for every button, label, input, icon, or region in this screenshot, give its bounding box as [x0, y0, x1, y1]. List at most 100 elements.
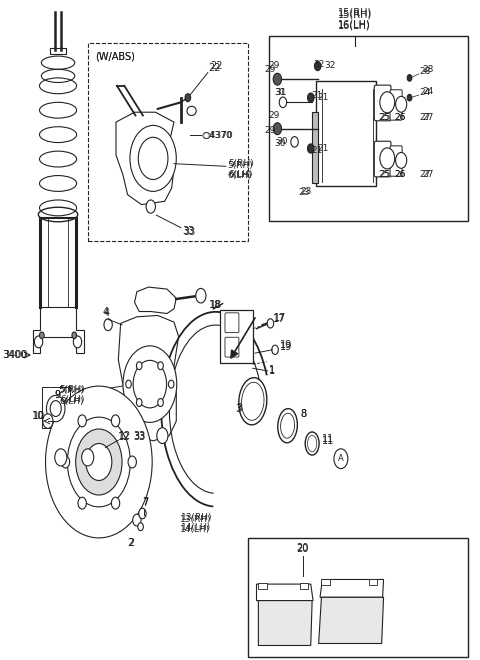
- Text: 5(RH)
6(LH): 5(RH) 6(LH): [228, 159, 254, 179]
- Text: 1: 1: [269, 364, 275, 375]
- Text: 11: 11: [323, 434, 335, 444]
- Text: 8: 8: [300, 409, 306, 420]
- Text: 20: 20: [297, 543, 309, 553]
- Circle shape: [126, 380, 132, 388]
- Polygon shape: [320, 579, 384, 597]
- Circle shape: [111, 497, 120, 509]
- Text: ○4370: ○4370: [203, 131, 233, 140]
- Text: 29: 29: [268, 61, 279, 71]
- Circle shape: [35, 336, 43, 348]
- Text: 22: 22: [209, 63, 221, 73]
- Circle shape: [123, 346, 177, 422]
- FancyBboxPatch shape: [50, 48, 66, 54]
- Text: 33: 33: [182, 226, 194, 236]
- Text: 33: 33: [133, 432, 145, 442]
- Text: 29: 29: [265, 65, 276, 74]
- Text: 31: 31: [274, 88, 286, 97]
- Text: 9: 9: [54, 389, 60, 400]
- Circle shape: [279, 97, 287, 108]
- Circle shape: [76, 429, 122, 495]
- Text: 15(RH)
16(LH): 15(RH) 16(LH): [338, 9, 372, 30]
- Polygon shape: [119, 315, 179, 441]
- Circle shape: [158, 362, 163, 370]
- Circle shape: [136, 399, 142, 407]
- FancyBboxPatch shape: [322, 579, 330, 585]
- Circle shape: [136, 428, 147, 444]
- Circle shape: [334, 449, 348, 469]
- Polygon shape: [134, 287, 176, 314]
- Text: 27: 27: [420, 113, 431, 122]
- FancyBboxPatch shape: [390, 146, 402, 176]
- Circle shape: [55, 449, 67, 466]
- Text: A: A: [338, 454, 344, 463]
- Circle shape: [138, 137, 168, 180]
- Text: 26: 26: [395, 170, 406, 180]
- Ellipse shape: [187, 106, 196, 116]
- Text: 18: 18: [210, 300, 222, 310]
- Text: 31: 31: [275, 88, 287, 97]
- Circle shape: [86, 444, 112, 480]
- Text: 13(RH)
14(LH): 13(RH) 14(LH): [181, 513, 213, 533]
- Text: 27: 27: [422, 113, 433, 122]
- Text: 10: 10: [32, 411, 44, 421]
- Circle shape: [104, 319, 112, 331]
- Text: 7: 7: [142, 496, 148, 507]
- Text: 10: 10: [33, 411, 45, 421]
- Polygon shape: [319, 597, 384, 644]
- Text: 4: 4: [104, 308, 110, 319]
- Text: 23: 23: [301, 187, 312, 196]
- Circle shape: [380, 92, 395, 113]
- Polygon shape: [33, 307, 84, 353]
- Circle shape: [146, 200, 156, 213]
- Circle shape: [136, 362, 142, 370]
- Circle shape: [82, 449, 94, 466]
- FancyBboxPatch shape: [42, 387, 70, 428]
- Text: 24: 24: [422, 86, 433, 96]
- Circle shape: [196, 288, 206, 303]
- Circle shape: [267, 319, 274, 328]
- Text: 21: 21: [318, 93, 329, 102]
- Text: 3400: 3400: [3, 350, 28, 360]
- Circle shape: [73, 336, 82, 348]
- Circle shape: [78, 415, 86, 427]
- Text: 26: 26: [395, 113, 406, 122]
- Circle shape: [46, 386, 152, 538]
- Text: 5(RH)
6(LH): 5(RH) 6(LH): [58, 386, 84, 406]
- Text: 20: 20: [297, 544, 309, 554]
- Text: 28: 28: [420, 67, 431, 76]
- Text: 21: 21: [311, 146, 323, 155]
- Circle shape: [158, 399, 163, 407]
- Text: 19: 19: [280, 341, 292, 352]
- FancyBboxPatch shape: [225, 313, 239, 333]
- FancyBboxPatch shape: [258, 583, 267, 589]
- Text: 3: 3: [235, 404, 241, 414]
- Text: 12: 12: [119, 432, 131, 442]
- Text: 23: 23: [298, 188, 310, 197]
- Text: 30: 30: [276, 137, 288, 147]
- Text: 24: 24: [420, 88, 431, 97]
- Text: 33: 33: [183, 227, 195, 238]
- Text: 1: 1: [269, 366, 275, 376]
- Circle shape: [61, 456, 70, 468]
- Text: 21: 21: [318, 144, 329, 153]
- Text: 32: 32: [313, 59, 324, 69]
- Text: 11: 11: [323, 436, 335, 446]
- Text: 12: 12: [119, 430, 132, 441]
- FancyBboxPatch shape: [390, 90, 402, 120]
- Circle shape: [308, 93, 314, 102]
- Text: 25: 25: [380, 113, 391, 122]
- Text: 4: 4: [102, 306, 108, 317]
- Polygon shape: [258, 601, 312, 645]
- Circle shape: [185, 94, 191, 102]
- Text: 17: 17: [273, 314, 285, 324]
- Circle shape: [407, 94, 412, 101]
- FancyBboxPatch shape: [300, 583, 309, 589]
- Text: 2: 2: [127, 537, 133, 548]
- Text: 2: 2: [128, 537, 134, 548]
- FancyBboxPatch shape: [374, 141, 391, 177]
- Text: ○4370: ○4370: [202, 131, 232, 140]
- Text: 25: 25: [378, 170, 390, 180]
- Polygon shape: [256, 584, 313, 601]
- Text: 7: 7: [142, 498, 148, 508]
- Circle shape: [133, 360, 167, 408]
